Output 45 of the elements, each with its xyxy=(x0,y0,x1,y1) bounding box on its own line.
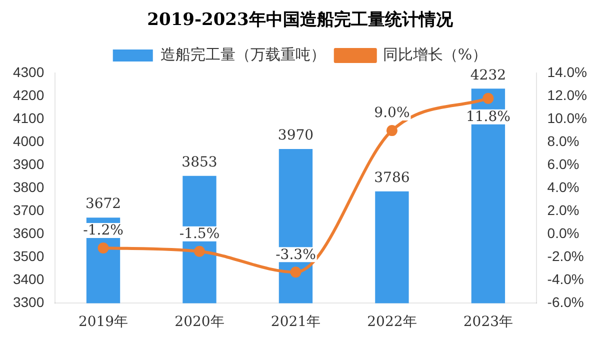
data-label: -3.3% xyxy=(276,246,316,263)
x-tick-label: 2020年 xyxy=(174,314,224,330)
x-tick-label: 2022年 xyxy=(367,314,417,330)
data-label: -1.5% xyxy=(179,226,220,242)
data-label: 3786 xyxy=(374,170,410,186)
y2-tick-label: 0.0% xyxy=(547,225,580,241)
y2-tick-label: 14.0% xyxy=(547,64,588,80)
y2-tick-label: 8.0% xyxy=(547,132,580,149)
y2-tick-label: 10.0% xyxy=(547,110,588,126)
point xyxy=(482,92,494,104)
y-tick-label: 4200 xyxy=(12,86,44,103)
y2-tick-label: 6.0% xyxy=(547,156,580,172)
y-tick-label: 4100 xyxy=(12,110,44,126)
data-label: 4232 xyxy=(470,67,506,84)
point xyxy=(386,125,398,136)
point xyxy=(194,246,205,257)
y2-tick-label: 4.0% xyxy=(547,178,580,195)
data-label: 3672 xyxy=(85,196,122,212)
point xyxy=(290,266,302,278)
x-tick-label: 2021年 xyxy=(270,314,321,330)
y-tick-label: 3300 xyxy=(12,294,44,310)
data-label: 9.0% xyxy=(374,105,410,122)
y2-tick-label: -6.0% xyxy=(547,294,584,310)
y-tick-label: 3700 xyxy=(12,202,44,218)
point xyxy=(98,242,109,254)
y-tick-label: 3400 xyxy=(12,271,44,288)
y-tick-label: 3900 xyxy=(12,156,44,172)
data-label: 11.8% xyxy=(466,108,510,125)
y2-tick-label: -2.0% xyxy=(547,248,584,264)
chart-title: 2019-2023年中国造船完工量统计情况 xyxy=(146,9,454,32)
y-tick-label: 3500 xyxy=(12,248,44,264)
legend-label: 同比增长（%） xyxy=(382,45,488,64)
y2-tick-label: 2.0% xyxy=(547,202,580,218)
data-label: -1.2% xyxy=(83,222,124,239)
y-tick-label: 3600 xyxy=(12,225,44,241)
y-tick-label: 4300 xyxy=(12,64,44,80)
x-tick-label: 2023年 xyxy=(463,314,514,330)
x-tick-label: 2019年 xyxy=(78,314,128,330)
y-tick-label: 3800 xyxy=(12,178,44,195)
data-label: 3970 xyxy=(278,128,314,144)
data-label: 3853 xyxy=(182,154,218,171)
legend-label: 造船完工量（万载重吨） xyxy=(160,45,326,64)
y2-tick-label: 12.0% xyxy=(547,86,588,103)
y-tick-label: 4000 xyxy=(12,132,44,149)
y2-tick-label: -4.0% xyxy=(547,271,584,288)
